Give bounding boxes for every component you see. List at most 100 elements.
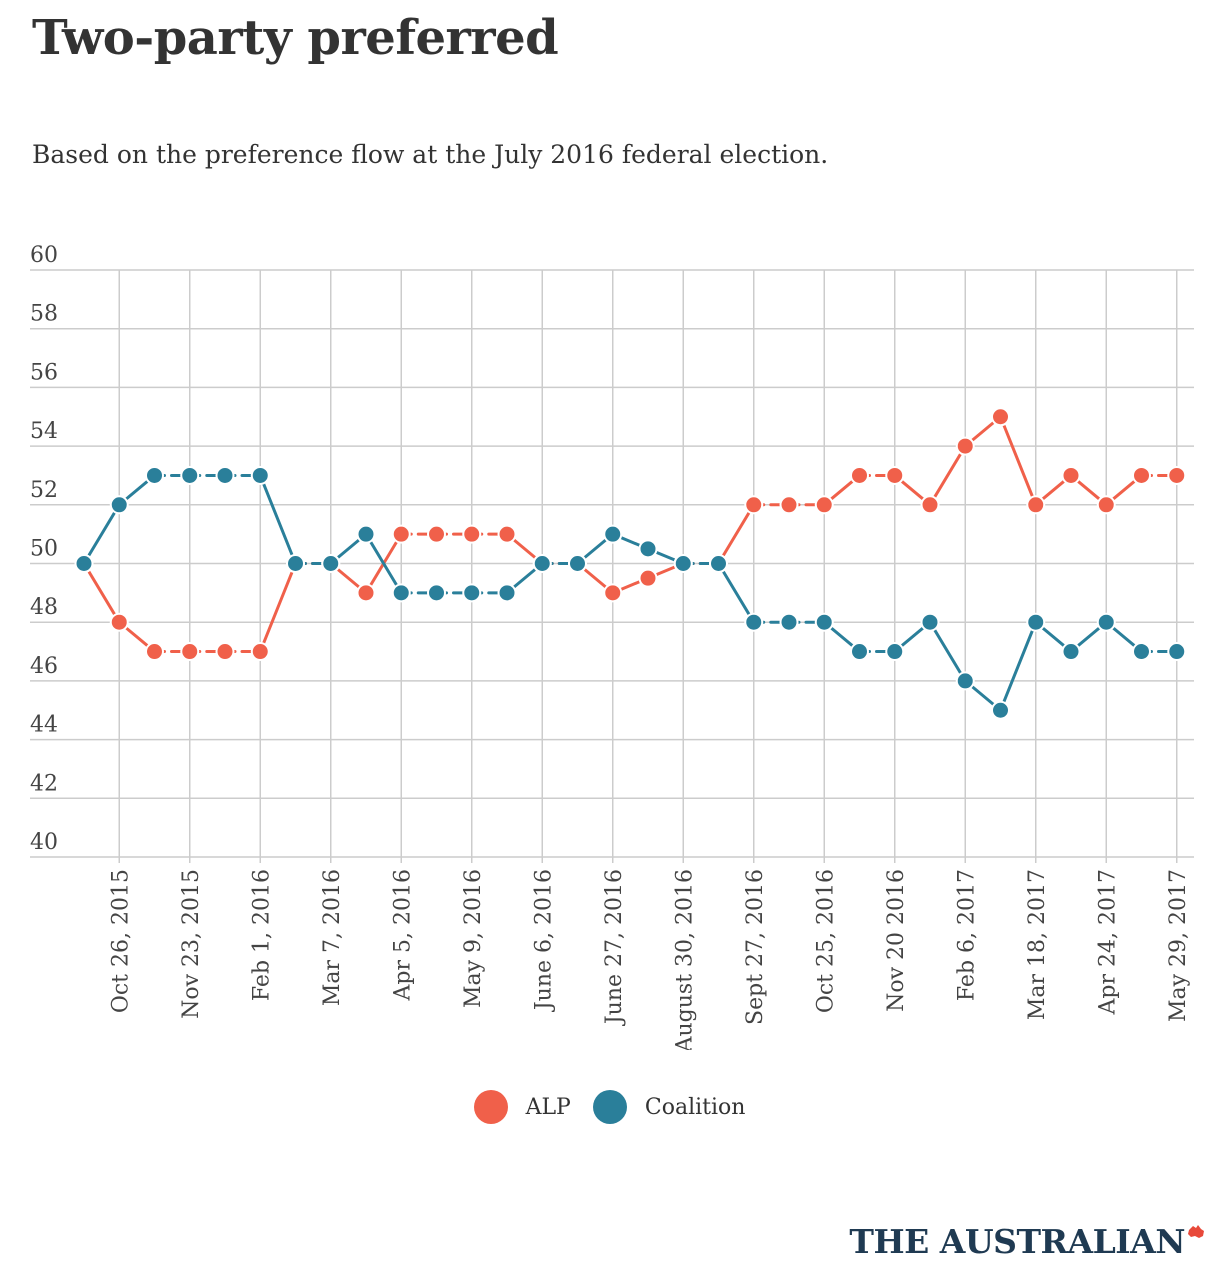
data-point-alp — [1026, 495, 1046, 515]
y-tick-label: 60 — [30, 243, 58, 268]
series-segment-coalition — [82, 503, 121, 565]
data-point-alp — [1061, 465, 1081, 485]
data-point-alp — [885, 465, 905, 485]
legend-swatch-coalition — [592, 1090, 627, 1124]
y-tick-label: 42 — [30, 771, 58, 796]
chart-title: Two-party preferred — [32, 10, 559, 66]
data-point-coalition — [427, 583, 446, 603]
data-point-alp — [638, 568, 658, 588]
data-point-coalition — [180, 465, 200, 485]
x-tick-label: Oct 25, 2016 — [813, 869, 838, 1013]
data-point-alp — [955, 436, 975, 456]
data-point-coalition — [215, 465, 235, 485]
data-point-alp — [603, 583, 623, 603]
data-point-coalition — [286, 554, 305, 573]
data-point-coalition — [391, 583, 411, 603]
data-point-coalition — [1132, 642, 1151, 662]
data-point-alp — [109, 612, 129, 632]
x-tick-label: Nov 20 2016 — [884, 869, 909, 1012]
x-tick-label: June 27, 2016 — [602, 869, 627, 1026]
y-tick-label: 54 — [30, 419, 58, 444]
y-axis-tick-labels: 40 42 44 46 48 50 52 54 56 58 60 — [30, 243, 58, 855]
data-point-coalition — [955, 671, 975, 691]
data-point-alp — [180, 642, 200, 662]
x-tick-label: Mar 18, 2017 — [1025, 869, 1050, 1020]
legend-label-alp: ALP — [525, 1094, 571, 1120]
data-point-coalition — [673, 554, 693, 573]
data-point-coalition — [779, 612, 799, 632]
data-point-coalition — [1167, 642, 1187, 662]
data-point-alp — [215, 642, 235, 662]
data-point-alp — [427, 524, 446, 544]
data-point-alp — [462, 524, 482, 544]
logo-text: THE AUSTRALIAN — [849, 1222, 1185, 1261]
series-segment-coalition — [258, 473, 297, 565]
x-tick-label: Apr 5, 2016 — [390, 869, 415, 1001]
series-segment-alp — [999, 415, 1038, 507]
data-point-alp — [1096, 495, 1116, 515]
legend-label-coalition: Coalition — [644, 1094, 746, 1120]
legend-swatch-alp — [473, 1090, 508, 1124]
y-tick-label: 52 — [30, 478, 58, 503]
series-segment-alp — [258, 562, 297, 654]
data-point-coalition — [603, 524, 623, 544]
series-segment-alp — [82, 562, 121, 624]
data-point-coalition — [109, 495, 129, 515]
data-point-coalition — [568, 554, 587, 573]
data-point-alp — [356, 583, 376, 603]
data-point-coalition — [532, 554, 552, 573]
x-tick-label: Apr 24, 2017 — [1095, 869, 1120, 1015]
data-point-alp — [850, 465, 869, 485]
y-tick-label: 40 — [30, 830, 58, 855]
data-point-alp — [250, 642, 270, 662]
series-segment-coalition — [717, 562, 756, 624]
data-point-alp — [391, 524, 411, 544]
y-tick-label: 50 — [30, 537, 58, 562]
legend: ALP Coalition — [0, 1090, 1219, 1124]
y-tick-label: 44 — [30, 713, 58, 738]
data-point-alp — [1132, 465, 1151, 485]
data-point-coalition — [920, 612, 940, 632]
series-points — [74, 407, 1187, 720]
data-point-coalition — [250, 465, 270, 485]
data-point-coalition — [991, 700, 1010, 720]
legend-item-coalition[interactable]: Coalition — [592, 1090, 746, 1124]
x-tick-label: Oct 26, 2015 — [108, 869, 133, 1013]
y-tick-label: 46 — [30, 654, 58, 679]
data-point-alp — [1167, 465, 1187, 485]
x-tick-label: May 29, 2017 — [1166, 869, 1191, 1022]
y-tick-label: 56 — [30, 360, 58, 385]
series-segment-coalition — [999, 620, 1038, 712]
series-segment-coalition — [928, 620, 967, 683]
two-party-line-chart: 40 42 44 46 48 50 52 54 56 58 60 Oct 26, 2015 Nov 2… — [30, 243, 1194, 1050]
data-point-coalition — [638, 539, 658, 559]
data-point-alp — [779, 495, 799, 515]
data-point-coalition — [1026, 612, 1046, 632]
x-tick-label: June 6, 2016 — [531, 869, 556, 1012]
series-segment-alp — [928, 444, 967, 507]
legend-item-alp[interactable]: ALP — [473, 1090, 571, 1124]
data-point-coalition — [74, 554, 94, 573]
x-tick-label: Nov 23, 2015 — [179, 869, 204, 1019]
data-point-coalition — [497, 583, 517, 603]
data-point-coalition — [814, 612, 834, 632]
data-point-coalition — [709, 554, 728, 573]
x-axis-tick-labels: Oct 26, 2015 Nov 23, 2015 Feb 1, 2016 Mar 7… — [108, 869, 1191, 1050]
data-point-alp — [991, 407, 1010, 427]
data-point-alp — [145, 642, 164, 662]
chart-subtitle: Based on the preference flow at the July… — [32, 140, 829, 169]
data-point-coalition — [744, 612, 764, 632]
data-point-coalition — [145, 465, 164, 485]
x-tick-label: Feb 1, 2016 — [249, 869, 274, 1001]
data-point-coalition — [1061, 642, 1081, 662]
data-point-coalition — [321, 554, 341, 573]
y-tick-label: 58 — [30, 302, 58, 327]
x-tick-label: Feb 6, 2017 — [954, 869, 979, 1001]
data-point-alp — [814, 495, 834, 515]
data-point-coalition — [1096, 612, 1116, 632]
vertical-gridlines — [118, 270, 1178, 863]
australia-map-icon — [1188, 1225, 1204, 1238]
data-point-coalition — [850, 642, 869, 662]
y-tick-label: 48 — [30, 595, 58, 620]
x-tick-label: Mar 7, 2016 — [320, 869, 345, 1006]
